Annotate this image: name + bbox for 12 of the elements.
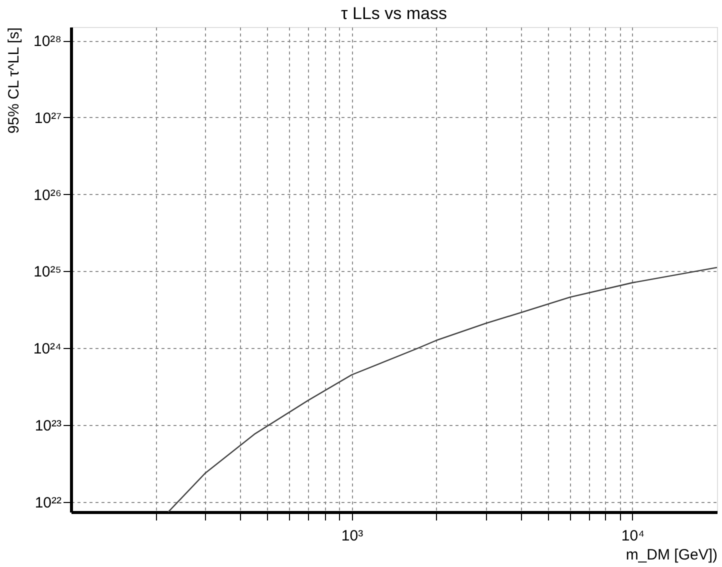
y-tick-label: 10²⁸	[33, 33, 62, 50]
y-tick-label: 10²⁵	[34, 264, 62, 281]
x-tick-label: 10⁴	[621, 528, 645, 544]
x-axis-title: m_DM [GeV])	[626, 546, 718, 564]
x-tick-label: 10³	[341, 528, 364, 544]
y-tick-label: 10²⁷	[34, 110, 62, 127]
y-tick-label: 10²³	[34, 418, 62, 435]
y-axis-title: 95% CL τ^LL [s]	[5, 28, 22, 134]
y-tick-label: 10²²	[34, 494, 62, 512]
chart-title: τ LLs vs mass	[341, 4, 447, 23]
y-tick-label: 10²⁴	[33, 340, 62, 358]
y-tick-label: 10²⁶	[34, 186, 62, 204]
